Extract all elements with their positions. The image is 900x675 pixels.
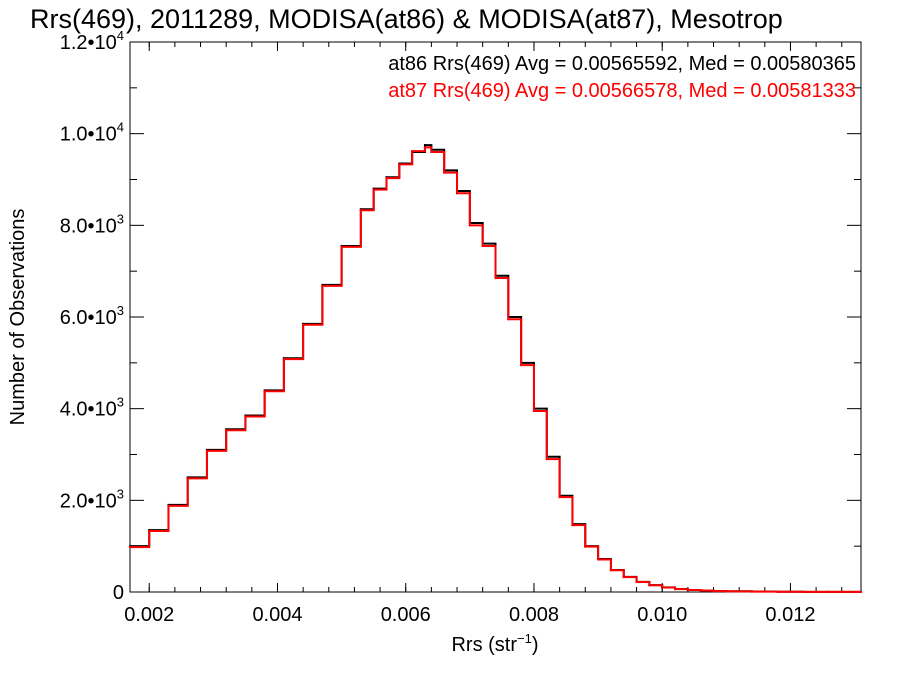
x-axis-label-close: ) xyxy=(532,634,539,656)
y-tick-exponent: 3 xyxy=(117,303,124,318)
series-0 xyxy=(128,144,863,594)
x-tick-label: 0.004 xyxy=(252,604,302,626)
x-tick-label: 0.010 xyxy=(637,604,687,626)
y-tick-mantissa: 8.0•10 xyxy=(60,215,117,237)
y-tick-mantissa: 2.0•10 xyxy=(60,490,117,512)
series-1-line xyxy=(130,146,862,593)
y-tick-mantissa: 4.0•10 xyxy=(60,399,117,421)
plot-frame xyxy=(129,41,862,593)
y-tick-label: 1.0•104 xyxy=(60,120,124,146)
annotation-at86: at86 Rrs(469) Avg = 0.00565592, Med = 0.… xyxy=(388,53,856,75)
x-tick-label: 0.002 xyxy=(124,604,174,626)
y-tick-label: 6.0•103 xyxy=(60,303,124,329)
y-tick-mantissa: 0 xyxy=(113,582,124,604)
y-axis-ticks: 02.0•1034.0•1036.0•1038.0•1031.0•1041.2•… xyxy=(60,28,861,604)
x-tick-label: 0.008 xyxy=(509,604,559,626)
chart-title: Rrs(469), 2011289, MODISA(at86) & MODISA… xyxy=(30,4,783,34)
series-layer xyxy=(128,144,863,594)
y-tick-label: 1.2•104 xyxy=(60,28,124,54)
series-0-line xyxy=(130,144,862,593)
y-tick-mantissa: 1.2•10 xyxy=(60,32,117,54)
series-1 xyxy=(128,146,863,594)
y-tick-mantissa: 6.0•10 xyxy=(60,307,117,329)
y-tick-label: 4.0•103 xyxy=(60,395,124,421)
y-tick-label: 2.0•103 xyxy=(60,486,124,512)
y-tick-exponent: 4 xyxy=(117,120,124,135)
annotation-at87: at87 Rrs(469) Avg = 0.00566578, Med = 0.… xyxy=(388,80,856,102)
x-axis-label: Rrs (str−1) xyxy=(451,631,538,656)
y-tick-exponent: 3 xyxy=(117,395,124,410)
x-tick-label: 0.006 xyxy=(381,604,431,626)
y-tick-exponent: 4 xyxy=(117,28,124,43)
y-tick-mantissa: 1.0•10 xyxy=(60,124,117,146)
x-tick-label: 0.012 xyxy=(765,604,815,626)
x-axis-label-exp: −1 xyxy=(517,631,532,646)
x-axis-ticks: 0.002 0.004 0.006 0.008 0.010 0.012 xyxy=(124,42,843,626)
y-tick-exponent: 3 xyxy=(117,211,124,226)
x-axis-label-main: Rrs (str xyxy=(451,634,517,656)
y-tick-exponent: 3 xyxy=(117,486,124,501)
y-axis-label: Number of Observations xyxy=(7,209,29,426)
y-tick-label: 0 xyxy=(113,582,124,604)
y-tick-label: 8.0•103 xyxy=(60,211,124,237)
